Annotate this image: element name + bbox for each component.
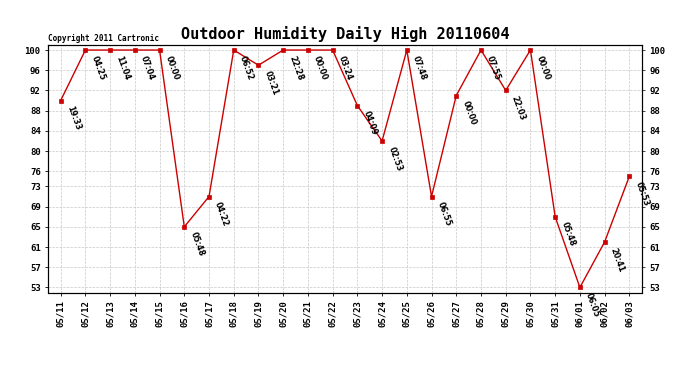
Text: 03:24: 03:24 xyxy=(337,54,354,81)
Text: 04:09: 04:09 xyxy=(362,110,379,136)
Text: 22:03: 22:03 xyxy=(510,94,527,122)
Text: 06:52: 06:52 xyxy=(238,54,255,81)
Text: 00:00: 00:00 xyxy=(312,54,329,81)
Text: 20:41: 20:41 xyxy=(609,246,626,273)
Text: Copyright 2011 Cartronic: Copyright 2011 Cartronic xyxy=(48,33,159,42)
Text: 07:48: 07:48 xyxy=(411,54,428,81)
Text: 02:53: 02:53 xyxy=(386,145,404,172)
Text: 06:55: 06:55 xyxy=(435,201,453,228)
Text: 03:21: 03:21 xyxy=(263,69,279,96)
Text: 19:33: 19:33 xyxy=(65,105,82,132)
Text: 00:00: 00:00 xyxy=(164,54,181,81)
Text: 05:53: 05:53 xyxy=(633,180,651,207)
Text: 04:25: 04:25 xyxy=(90,54,107,81)
Title: Outdoor Humidity Daily High 20110604: Outdoor Humidity Daily High 20110604 xyxy=(181,27,509,42)
Text: 05:48: 05:48 xyxy=(560,221,576,248)
Text: 11:04: 11:04 xyxy=(115,54,131,81)
Text: 07:55: 07:55 xyxy=(485,54,502,81)
Text: 04:22: 04:22 xyxy=(213,201,230,228)
Text: 06:05: 06:05 xyxy=(584,292,601,318)
Text: 05:48: 05:48 xyxy=(188,231,206,258)
Text: 00:00: 00:00 xyxy=(460,100,477,126)
Text: 07:04: 07:04 xyxy=(139,54,156,81)
Text: 00:00: 00:00 xyxy=(535,54,552,81)
Text: 22:28: 22:28 xyxy=(287,54,304,81)
